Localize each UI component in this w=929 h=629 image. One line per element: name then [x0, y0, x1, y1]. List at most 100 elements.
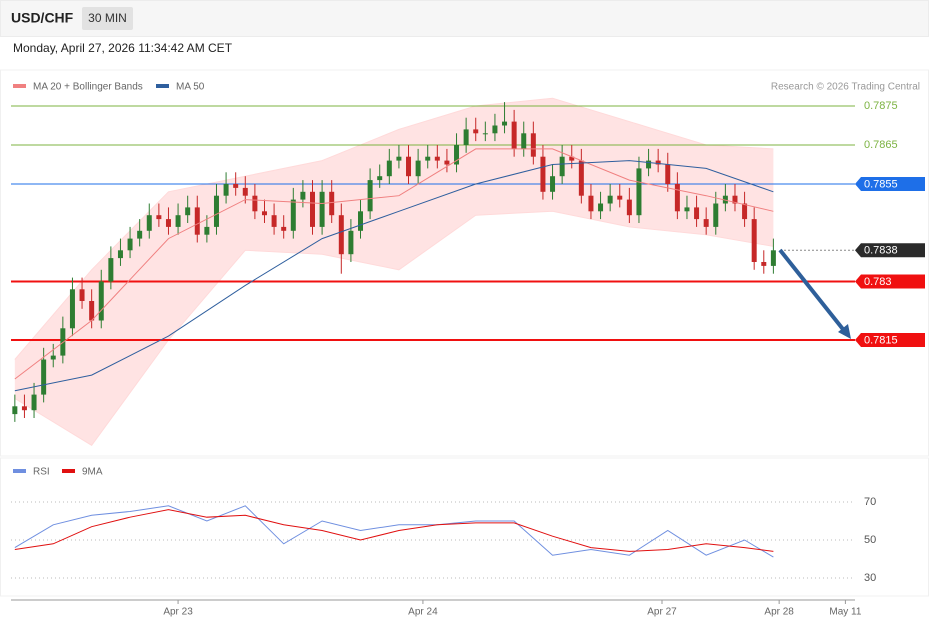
- legend-swatch: [156, 84, 169, 88]
- candle-body: [425, 156, 431, 161]
- interval[interactable]: 30 MIN: [88, 11, 127, 25]
- candle-body: [636, 168, 642, 216]
- price-tag: [855, 243, 925, 258]
- candle-body: [530, 133, 536, 157]
- candle-body: [146, 215, 152, 231]
- candle-body: [713, 203, 719, 227]
- candle-body: [319, 191, 325, 227]
- candle-body: [742, 203, 748, 220]
- candle-body: [521, 133, 527, 149]
- x-tick-label: Apr 27: [647, 607, 677, 618]
- candle-body: [482, 133, 488, 135]
- candle-body: [415, 160, 421, 177]
- candle-body: [358, 211, 364, 231]
- candle-body: [646, 160, 652, 169]
- candle-body: [108, 258, 114, 282]
- rsi-tick-label: 70: [864, 496, 876, 508]
- candle-body: [329, 191, 335, 216]
- rsi-layer: 70 50 30: [11, 496, 876, 584]
- price-tag-label: 0.7855: [864, 178, 898, 190]
- legend-swatch: [13, 469, 26, 473]
- candle-body: [309, 191, 315, 227]
- candle-body: [732, 195, 738, 204]
- candle-body: [617, 195, 623, 200]
- candle-body: [300, 191, 306, 200]
- candle-body: [69, 289, 75, 329]
- candle-body: [463, 129, 469, 145]
- credit: Research © 2026 Trading Central: [771, 82, 920, 93]
- legend-layer: MA 20 + Bollinger Bands MA 50 RSI 9MA: [13, 82, 205, 478]
- candle-body: [761, 262, 767, 266]
- legend-swatch: [13, 84, 26, 88]
- candle-body: [127, 238, 133, 251]
- candle-body: [655, 160, 661, 165]
- band-lower: [14, 210, 774, 446]
- moving-average: [14, 148, 774, 380]
- x-tick-label: Apr 23: [163, 607, 193, 618]
- legend-label: 9MA: [82, 467, 103, 478]
- level-layer: [11, 105, 855, 341]
- legend-swatch: [62, 469, 75, 473]
- candle-body: [261, 211, 267, 216]
- candle-body: [338, 215, 344, 255]
- legend-label: MA 20 + Bollinger Bands: [33, 82, 143, 93]
- candle-layer: [12, 102, 776, 422]
- candle-body: [569, 156, 575, 161]
- candle-body: [684, 207, 690, 212]
- candle-body: [396, 156, 402, 161]
- candle-body: [242, 187, 248, 196]
- candle-body: [406, 156, 412, 177]
- candle-body: [626, 199, 632, 216]
- candle-body: [444, 160, 450, 165]
- candle-body: [588, 195, 594, 212]
- price-tag-label: 0.7838: [864, 245, 898, 257]
- candle-body: [377, 176, 383, 181]
- symbol: USD/CHF: [11, 10, 74, 26]
- price-tag: [855, 274, 925, 289]
- moving-average: [14, 160, 774, 392]
- candle-body: [185, 207, 191, 216]
- candle-body: [751, 219, 757, 262]
- candle-body: [598, 203, 604, 212]
- candle-body: [511, 121, 517, 149]
- candle-body: [492, 125, 498, 134]
- candle-body: [290, 199, 296, 231]
- candle-body: [79, 289, 85, 301]
- candle-body: [156, 215, 162, 220]
- rsi-line: [14, 509, 774, 552]
- candle-body: [41, 359, 47, 395]
- candle-body: [674, 184, 680, 212]
- candle-body: [194, 207, 200, 235]
- rsi-line: [14, 505, 774, 558]
- candle-body: [665, 164, 671, 184]
- band-upper: [14, 97, 774, 360]
- candle-body: [367, 180, 373, 212]
- candle-body: [281, 226, 287, 231]
- interval-box[interactable]: [82, 7, 133, 30]
- candle-body: [31, 394, 37, 411]
- candle-body: [213, 195, 219, 227]
- candle-body: [348, 230, 354, 255]
- candle-body: [252, 195, 258, 212]
- candle-body: [578, 160, 584, 196]
- projection-arrow: [778, 248, 848, 335]
- candle-body: [386, 160, 392, 177]
- price-tag: [855, 333, 925, 347]
- candle-body: [12, 406, 18, 415]
- x-tick-label: Apr 28: [764, 607, 794, 618]
- candle-body: [550, 176, 556, 192]
- candle-body: [117, 250, 123, 259]
- price-tag: [855, 177, 925, 191]
- line-layer: [14, 148, 774, 392]
- candle-body: [473, 129, 479, 134]
- x-tick-label: Apr 24: [408, 607, 438, 618]
- tag-layer: 0.7875 0.7865 0.7855 0.7838 0.783 0.7815: [855, 100, 925, 347]
- candle-body: [694, 207, 700, 220]
- price-tag-label: 0.783: [864, 276, 892, 288]
- candle-body: [434, 156, 440, 161]
- rsi-tick-label: 30: [864, 572, 876, 584]
- candle-body: [607, 195, 613, 204]
- candle-body: [540, 156, 546, 192]
- candle-body: [454, 145, 460, 165]
